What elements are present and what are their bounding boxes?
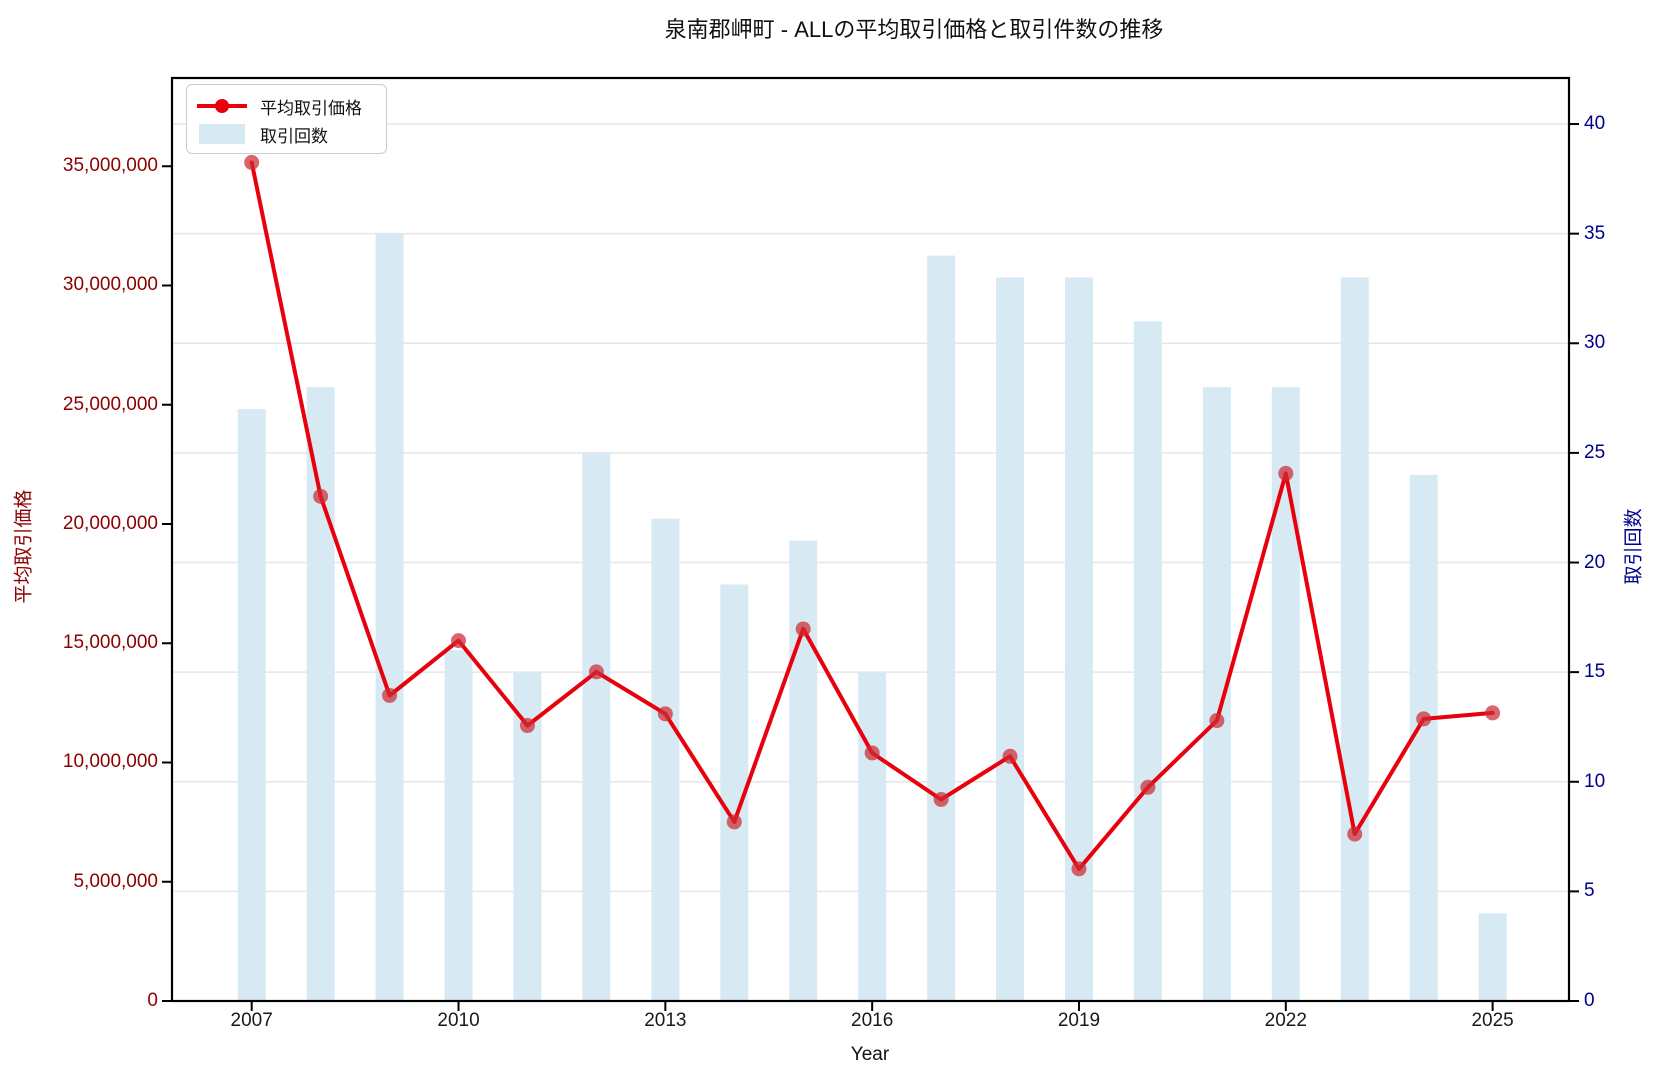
legend-swatch-icon	[199, 124, 245, 144]
legend-item-count: 取引回数	[197, 120, 376, 148]
chart-title: 泉南郡岬町 - ALLの平均取引価格と取引件数の推移	[664, 17, 1164, 42]
count-bar	[996, 277, 1025, 1001]
price-marker	[657, 706, 673, 722]
legend-item-price: 平均取引価格	[197, 92, 376, 120]
count-bar	[1064, 277, 1093, 1001]
price-marker	[244, 154, 260, 170]
price-marker	[726, 814, 742, 830]
price-marker	[1347, 826, 1363, 842]
count-bar	[1271, 387, 1300, 1001]
count-bar	[1202, 387, 1231, 1001]
count-bar	[306, 387, 335, 1001]
plot-border	[170, 76, 1571, 1003]
price-marker	[1416, 711, 1432, 727]
price-marker	[1485, 705, 1501, 721]
price-marker	[933, 791, 949, 807]
price-marker	[1278, 465, 1294, 481]
price-marker	[1002, 748, 1018, 764]
price-marker	[795, 621, 811, 637]
count-bar-sample	[197, 120, 247, 148]
count-bar	[858, 672, 887, 1001]
count-bar	[375, 233, 404, 1001]
count-bar	[1478, 913, 1507, 1001]
count-bar	[444, 650, 473, 1001]
price-marker	[382, 687, 398, 703]
count-bar	[582, 452, 611, 1001]
price-marker	[864, 745, 880, 761]
count-bar	[927, 255, 956, 1001]
price-marker	[588, 664, 604, 680]
price-marker	[1071, 861, 1087, 877]
legend-label-price: 平均取引価格	[260, 98, 362, 118]
count-bar	[1133, 321, 1162, 1001]
price-marker	[451, 633, 467, 649]
price-marker	[1140, 779, 1156, 795]
legend: 平均取引価格 取引回数	[186, 84, 387, 154]
count-bar	[789, 540, 818, 1001]
count-bar	[1340, 277, 1369, 1001]
count-bar	[651, 518, 680, 1001]
x-axis-label: Year	[850, 1044, 890, 1065]
price-marker	[519, 718, 535, 734]
count-bar	[237, 409, 266, 1001]
price-marker	[1209, 713, 1225, 729]
legend-marker-icon	[215, 99, 229, 113]
legend-label-count: 取引回数	[260, 126, 328, 146]
price-line-sample	[197, 92, 247, 120]
price-marker	[313, 488, 329, 504]
